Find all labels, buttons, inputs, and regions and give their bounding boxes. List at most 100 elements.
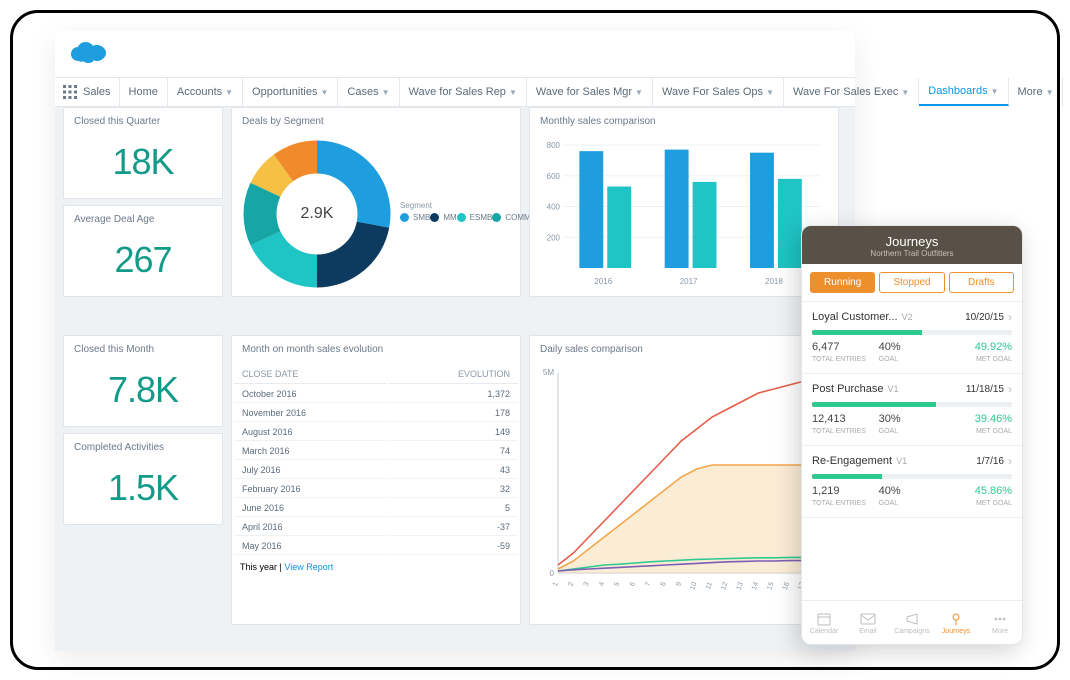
app-frame: Sales HomeAccounts▼Opportunities▼Cases▼W… [10,10,1060,670]
journey-item[interactable]: Re-EngagementV11/7/16› 1,219TOTAL ENTRIE… [802,446,1022,518]
progress-bar [812,474,1012,479]
svg-text:10: 10 [689,581,698,591]
svg-text:14: 14 [751,581,760,591]
kpi-value: 18K [64,135,222,197]
evolution-table: CLOSE DATEEVOLUTIONOctober 20161,372Nove… [232,363,520,557]
app-name: Sales [83,86,111,98]
table-row[interactable]: October 20161,372 [234,386,518,403]
tab-calendar[interactable]: Calendar [802,601,846,644]
segment-running[interactable]: Running [810,272,875,293]
tab-more[interactable]: More [978,601,1022,644]
nav-item-wave-for-sales-exec[interactable]: Wave For Sales Exec▼ [784,78,919,106]
svg-text:2016: 2016 [594,277,612,286]
phone-subtitle: Northern Trail Outfitters [802,249,1022,258]
legend-item: ESMB [457,213,493,222]
tab-email[interactable]: Email [846,601,890,644]
svg-text:5M: 5M [543,368,554,377]
donut-center: 2.9K [301,205,334,223]
progress-bar [812,402,1012,407]
svg-text:5: 5 [614,581,622,587]
kpi-title: Completed Activities [64,434,222,461]
segment-stopped[interactable]: Stopped [879,272,944,293]
donut-title: Deals by Segment [232,108,520,135]
table-row[interactable]: June 20165 [234,500,518,517]
donut-card: Deals by Segment 2.9K Segment SMBMMESMBC… [231,107,521,297]
phone-tabbar: CalendarEmailCampaignsJourneysMore [802,600,1022,644]
nav-item-opportunities[interactable]: Opportunities▼ [243,78,338,106]
calendar-icon [816,611,832,627]
desktop-window: Sales HomeAccounts▼Opportunities▼Cases▼W… [55,31,855,651]
kpi-title: Closed this Month [64,336,222,363]
dashboard-grid: Closed this Quarter18K Average Deal Age2… [55,107,855,651]
kpi-card: Average Deal Age267 [63,205,223,297]
kpi-value: 7.8K [64,363,222,425]
nav-item-more[interactable]: More▼ [1009,78,1064,106]
segment-drafts[interactable]: Drafts [949,272,1014,293]
progress-bar [812,330,1012,335]
legend-item: SMB [400,213,430,222]
svg-text:7: 7 [644,581,652,587]
email-icon [860,611,876,627]
svg-text:2018: 2018 [765,277,783,286]
evolution-title: Month on month sales evolution [232,336,520,363]
kpi-title: Average Deal Age [64,206,222,233]
svg-text:11: 11 [705,581,714,590]
chevron-right-icon: › [1008,310,1012,324]
kpi-card: Completed Activities1.5K [63,433,223,525]
nav-item-dashboards[interactable]: Dashboards▼ [919,78,1008,106]
table-row[interactable]: July 201643 [234,462,518,479]
bar-card: Monthly sales comparison 200400600800201… [529,107,839,297]
nav-item-cases[interactable]: Cases▼ [338,78,399,106]
kpi-card: Closed this Month7.8K [63,335,223,427]
bar-title: Monthly sales comparison [530,108,838,135]
table-row[interactable]: November 2016178 [234,405,518,422]
line-title: Daily sales comparison [530,336,838,363]
phone-header: Journeys Northern Trail Outfitters [802,226,1022,264]
svg-text:1: 1 [552,581,560,587]
navbar: Sales HomeAccounts▼Opportunities▼Cases▼W… [55,77,855,107]
svg-text:8: 8 [660,581,668,587]
app-launcher[interactable]: Sales [55,78,120,106]
svg-text:6: 6 [629,581,637,587]
waffle-icon [63,85,77,99]
chevron-right-icon: › [1008,454,1012,468]
tab-campaigns[interactable]: Campaigns [890,601,934,644]
journey-item[interactable]: Loyal Customer...V210/20/15› 6,477TOTAL … [802,302,1022,374]
svg-text:15: 15 [766,581,775,591]
svg-text:800: 800 [547,141,561,150]
legend-item: COMM [492,213,530,222]
svg-text:2017: 2017 [680,277,698,286]
svg-text:13: 13 [736,581,745,591]
table-row[interactable]: April 2016-37 [234,519,518,536]
svg-text:0: 0 [550,569,555,578]
svg-text:16: 16 [782,581,791,591]
journey-item[interactable]: Post PurchaseV111/18/15› 12,413TOTAL ENT… [802,374,1022,446]
svg-text:600: 600 [547,172,561,181]
table-row[interactable]: May 2016-59 [234,538,518,555]
nav-item-wave-for-sales-mgr[interactable]: Wave for Sales Mgr▼ [527,78,653,106]
line-card: Daily sales comparison 5M012345678910111… [529,335,839,625]
svg-text:3: 3 [583,581,591,587]
evolution-footer: This year | View Report [232,557,520,577]
bar-chart: 200400600800201620172018 [530,135,830,290]
nav-item-wave-for-sales-ops[interactable]: Wave For Sales Ops▼ [653,78,784,106]
table-row[interactable]: February 201632 [234,481,518,498]
svg-text:200: 200 [547,233,561,242]
chevron-right-icon: › [1008,382,1012,396]
table-row[interactable]: March 201674 [234,443,518,460]
evolution-card: Month on month sales evolution CLOSE DAT… [231,335,521,625]
table-row[interactable]: August 2016149 [234,424,518,441]
legend-item: MM [430,213,456,222]
kpi-card: Closed this Quarter18K [63,107,223,199]
phone-title: Journeys [802,234,1022,249]
nav-item-accounts[interactable]: Accounts▼ [168,78,243,106]
view-report-link[interactable]: View Report [284,562,333,572]
phone-mockup: Journeys Northern Trail Outfitters Runni… [801,225,1023,645]
tab-journeys[interactable]: Journeys [934,601,978,644]
svg-text:4: 4 [598,581,606,587]
segment-control: RunningStoppedDrafts [802,264,1022,302]
nav-item-home[interactable]: Home [120,78,168,106]
campaigns-icon [904,611,920,627]
nav-item-wave-for-sales-rep[interactable]: Wave for Sales Rep▼ [400,78,527,106]
salesforce-logo-icon [67,39,117,71]
